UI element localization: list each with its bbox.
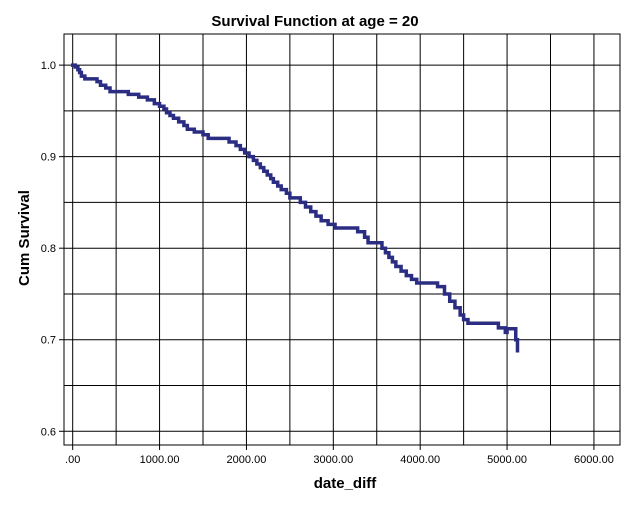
x-tick-label: .00 xyxy=(65,454,80,466)
axis-tick-labels: .00 1000.00 2000.00 3000.00 4000.00 5000.00 60… xyxy=(41,60,614,466)
x-tick-label: 5000.00 xyxy=(487,454,527,466)
y-tick-label: 0.7 xyxy=(41,335,56,347)
x-tick-label: 3000.00 xyxy=(313,454,353,466)
grid-lines xyxy=(64,34,620,445)
survival-step-line xyxy=(70,63,520,353)
x-tick-label: 2000.00 xyxy=(227,454,267,466)
x-axis-title: date_diff xyxy=(314,475,378,492)
y-tick-label: 0.6 xyxy=(41,426,56,438)
y-tick-label: 0.9 xyxy=(41,152,56,164)
chart-title: Survival Function at age = 20 xyxy=(211,13,418,30)
plot-frame xyxy=(63,33,621,446)
y-tick-label: 1.0 xyxy=(41,60,56,72)
y-axis-title: Cum Survival xyxy=(16,190,33,286)
x-tick-label: 4000.00 xyxy=(400,454,440,466)
y-tick-label: 0.8 xyxy=(41,243,56,255)
series-layer xyxy=(70,63,520,353)
x-tick-label: 1000.00 xyxy=(140,454,180,466)
x-tick-label: 6000.00 xyxy=(574,454,614,466)
